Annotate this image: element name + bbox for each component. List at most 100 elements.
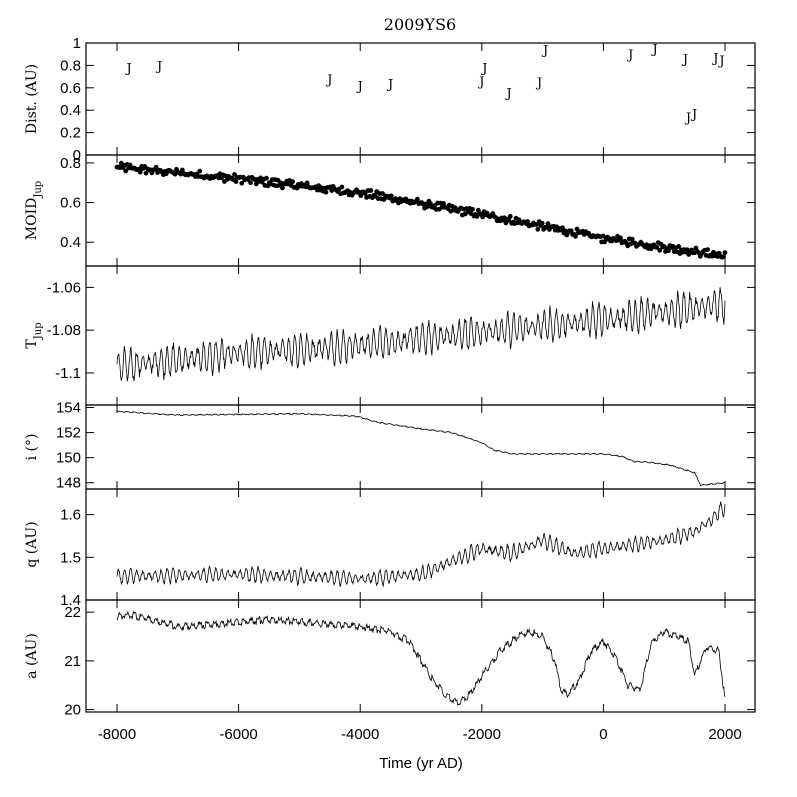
- data-point: [264, 175, 269, 181]
- data-point-j: J: [480, 62, 487, 77]
- panel-frame: [85, 404, 756, 490]
- data-point: [629, 236, 635, 242]
- data-point-j: J: [535, 76, 542, 91]
- y-tick-label: 1: [73, 35, 81, 52]
- data-point: [654, 244, 660, 250]
- y-tick-label: 1.4: [60, 592, 81, 609]
- data-point: [197, 168, 203, 174]
- data-point: [425, 204, 430, 209]
- x-tick-label: -6000: [219, 726, 257, 743]
- panel-incl: 148 150 152 154 i (°): [24, 400, 756, 492]
- y-tick-label: 20: [64, 702, 81, 719]
- data-point-j: J: [155, 59, 162, 74]
- data-point: [507, 214, 513, 219]
- chart-title: 2009YS6: [384, 15, 456, 34]
- data-point-j: J: [325, 73, 332, 88]
- panel-a: 20 21 22 a (AU): [24, 599, 756, 719]
- data-point: [474, 214, 480, 219]
- data-point: [137, 169, 143, 175]
- y-tick-label: 0.6: [60, 195, 81, 212]
- panel-moid: 0.4 0.6 0.8 MOIDJup: [24, 154, 756, 267]
- data-point: [539, 220, 545, 226]
- data-point-j: J: [505, 86, 512, 101]
- x-tick-label: -2000: [463, 726, 501, 743]
- y-tick-label: 152: [56, 425, 81, 442]
- y-axis-label: i (°): [24, 434, 40, 461]
- y-tick-label: 22: [64, 604, 81, 621]
- data-point: [568, 228, 574, 234]
- panel-frame: [85, 265, 756, 406]
- panel-frame: [85, 488, 756, 601]
- data-point: [705, 247, 710, 253]
- y-axis-label: TJup: [24, 322, 44, 348]
- data-point-j: J: [684, 111, 691, 126]
- data-point: [248, 180, 253, 186]
- data-point-j: J: [681, 53, 688, 68]
- panel-q: 1.4 1.5 1.6 q (AU): [24, 488, 756, 609]
- data-point-j: J: [541, 44, 548, 59]
- y-tick-label: 0.4: [60, 234, 81, 251]
- data-point-j: J: [477, 75, 484, 90]
- data-point: [239, 180, 245, 186]
- series-line-a: [116, 610, 726, 706]
- y-tick-label: 148: [56, 475, 81, 492]
- series-line-q: [116, 501, 726, 588]
- panel-frame: [85, 154, 756, 267]
- y-axis-label: a (AU): [24, 633, 40, 679]
- data-point-j: J: [650, 43, 657, 58]
- y-axis-label: MOIDJup: [24, 181, 44, 240]
- series-line-incl: [116, 410, 726, 487]
- data-point: [722, 250, 728, 256]
- y-tick-label: 0.6: [60, 80, 81, 97]
- data-point: [676, 244, 681, 249]
- y-tick-label: 0.4: [60, 102, 81, 119]
- y-tick-label: 1.6: [60, 507, 81, 524]
- series-line-tjup: [116, 287, 726, 382]
- y-axis-label: Dist. (AU): [24, 64, 40, 134]
- data-point: [304, 180, 310, 186]
- data-point-j: J: [356, 80, 363, 95]
- data-point: [323, 189, 329, 195]
- y-tick-label: 0.2: [60, 125, 81, 142]
- data-point: [600, 233, 606, 239]
- data-point: [358, 193, 364, 199]
- y-tick-label: 154: [56, 400, 81, 417]
- y-tick-label: 1.5: [60, 549, 81, 566]
- data-point: [560, 225, 565, 231]
- data-point: [280, 185, 285, 191]
- y-tick-label: -1.1: [55, 365, 81, 382]
- y-tick-label: 0: [73, 147, 81, 164]
- data-point: [290, 179, 295, 185]
- data-point-j: J: [711, 52, 718, 67]
- data-point: [618, 235, 623, 241]
- data-point: [339, 184, 345, 190]
- data-point: [574, 226, 580, 232]
- data-point: [368, 188, 374, 193]
- y-tick-label: 150: [56, 450, 81, 467]
- data-point-j: J: [626, 48, 633, 63]
- data-point: [525, 219, 531, 224]
- x-tick-label: -8000: [98, 726, 136, 743]
- y-tick-label: -1.06: [47, 279, 81, 296]
- panel-frame: [85, 42, 756, 156]
- data-point: [414, 196, 420, 202]
- data-point: [506, 217, 512, 223]
- data-point: [123, 168, 129, 174]
- data-point: [657, 247, 663, 253]
- data-point: [545, 221, 551, 227]
- data-point: [388, 193, 394, 199]
- x-axis: -8000 -6000 -4000 -2000 0 2000: [98, 726, 742, 743]
- data-point: [143, 170, 149, 176]
- data-point: [233, 179, 239, 184]
- y-tick-label: 0.8: [60, 57, 81, 74]
- panel-tjup: -1.1 -1.08 -1.06 TJup: [24, 265, 756, 406]
- data-point: [573, 233, 578, 239]
- x-axis-label: Time (yr AD): [379, 755, 463, 772]
- data-point: [441, 201, 446, 206]
- x-tick-label: -4000: [341, 726, 379, 743]
- data-point: [470, 206, 475, 212]
- x-tick-label: 0: [599, 726, 607, 743]
